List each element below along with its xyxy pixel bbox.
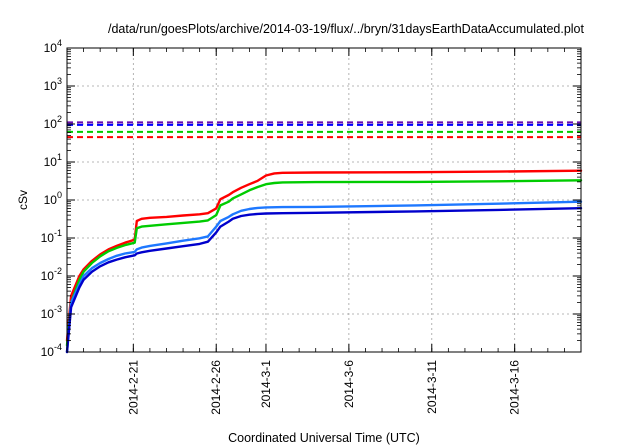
y-axis-label: cSv — [16, 190, 30, 210]
series-line — [65, 179, 583, 347]
y-tick-label: 102 — [44, 114, 62, 131]
y-tick-label: 101 — [44, 152, 62, 169]
y-tick-label: 103 — [44, 76, 62, 93]
chart-title: /data/run/goesPlots/archive/2014-03-19/f… — [108, 22, 584, 36]
x-tick-label: 2014-2-21 — [126, 360, 140, 415]
series-line — [65, 206, 583, 354]
series-line — [65, 200, 583, 354]
x-tick-label: 2014-2-26 — [209, 360, 223, 415]
y-tick-label: 10-1 — [41, 228, 62, 245]
y-tick-label: 100 — [44, 190, 62, 207]
series-line — [65, 169, 583, 342]
series-lines — [65, 169, 583, 354]
x-tick-label: 2014-3-6 — [342, 360, 356, 408]
y-tick-label: 10-4 — [41, 342, 62, 359]
x-axis: 2014-2-21 2014-2-26 2014-3-1 2014-3-6 2014-3… — [83, 48, 565, 415]
y-axis: 10-4 10-3 10-2 10-1 100 101 102 103 104 — [41, 38, 581, 359]
x-tick-label: 2014-3-11 — [425, 360, 439, 414]
x-tick-label: 2014-3-1 — [259, 360, 273, 408]
y-tick-label: 10-2 — [41, 266, 62, 283]
x-axis-label: Coordinated Universal Time (UTC) — [228, 431, 420, 445]
y-tick-label: 104 — [44, 38, 62, 55]
grid — [67, 48, 581, 352]
y-tick-label: 10-3 — [41, 304, 62, 321]
x-tick-label: 2014-3-16 — [508, 360, 522, 415]
reference-lines — [67, 121, 581, 139]
